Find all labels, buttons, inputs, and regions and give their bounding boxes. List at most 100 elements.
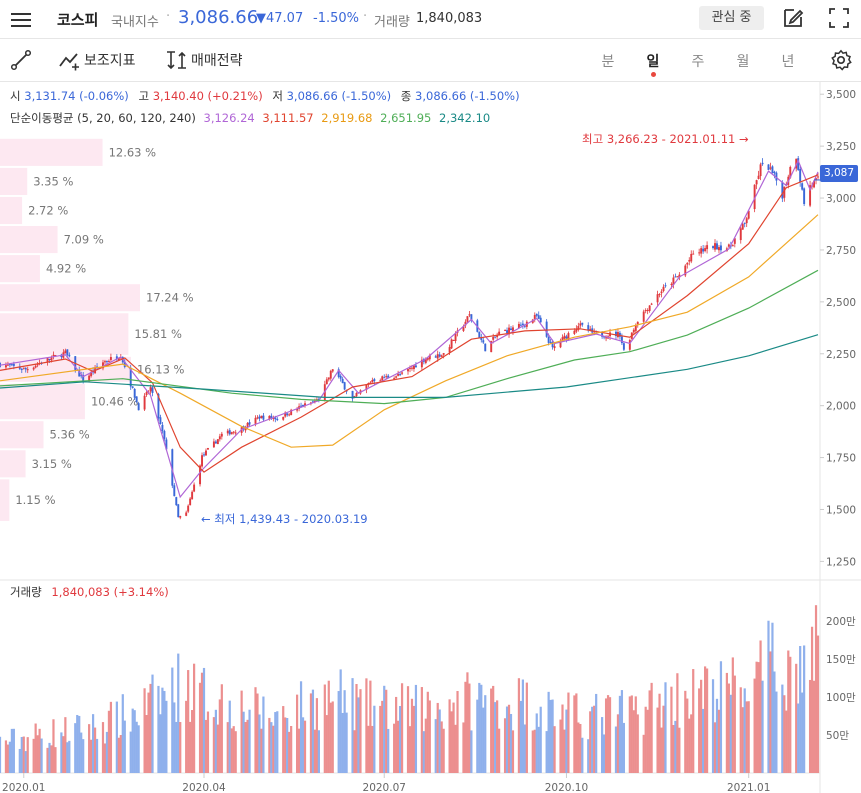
candle-body xyxy=(48,359,51,361)
candle-body xyxy=(468,314,471,316)
price-chart[interactable]: 12.63 % 3.35 % 2.72 % 7.09 % 4.92 % 17.24 % 15… xyxy=(0,82,861,793)
price-change: ▼47.07 xyxy=(256,11,304,26)
strategy-button[interactable]: 매매전략 xyxy=(165,49,243,71)
volume-bar xyxy=(517,678,521,773)
volume-bar xyxy=(258,714,261,773)
candle-body xyxy=(616,332,619,338)
volume-bar xyxy=(175,721,178,773)
period-tab-week[interactable]: 주 xyxy=(691,54,705,70)
volume-bar xyxy=(367,725,370,773)
candle-body xyxy=(517,323,520,329)
volume-bar xyxy=(660,727,663,773)
volume-bar xyxy=(216,724,219,773)
fullscreen-icon[interactable] xyxy=(828,7,850,29)
volume-bar xyxy=(242,711,245,773)
candle-body xyxy=(745,218,748,224)
volume-bar xyxy=(700,679,703,773)
volume-bar xyxy=(131,708,134,773)
ma-line-20 xyxy=(0,174,819,473)
candle-body xyxy=(268,415,271,419)
candle-body xyxy=(20,369,23,371)
candle-body xyxy=(393,378,396,380)
volume-bar xyxy=(0,736,2,773)
candle-body xyxy=(484,343,487,352)
volume-bar xyxy=(434,719,437,773)
volume-bar xyxy=(64,717,67,773)
candle-body xyxy=(733,238,736,244)
volume-bar xyxy=(466,672,469,773)
candle-body xyxy=(559,341,562,348)
volume-bar xyxy=(12,728,15,773)
volume-bar xyxy=(48,742,51,773)
volume-bar xyxy=(436,702,439,773)
edit-icon[interactable] xyxy=(782,7,804,29)
candle-body xyxy=(355,393,358,397)
volume-bar xyxy=(789,656,792,773)
period-tab-month[interactable]: 월 xyxy=(736,54,750,70)
volume-bar xyxy=(757,662,760,773)
volume-bar xyxy=(733,675,736,773)
period-tab-year[interactable]: 년 xyxy=(781,54,795,70)
menu-icon[interactable] xyxy=(10,9,32,29)
volume-bar xyxy=(393,723,396,773)
volume-bar xyxy=(202,667,206,773)
x-tick-label: 2020.07 xyxy=(363,782,406,793)
volume-bar xyxy=(343,690,346,773)
candle-body xyxy=(369,382,372,384)
volume-bar xyxy=(62,736,65,773)
volume-bar xyxy=(228,700,231,773)
candle-body xyxy=(248,422,251,425)
volume-bar xyxy=(650,682,653,773)
volume-bar xyxy=(442,728,445,773)
candle-body xyxy=(698,252,701,254)
candle-body xyxy=(658,294,661,296)
candle-body xyxy=(232,431,235,433)
candle-body xyxy=(498,331,501,336)
candle-body xyxy=(700,248,703,254)
candle-body xyxy=(187,505,190,512)
volume-bar xyxy=(93,727,97,773)
indicator-label: 보조지표 xyxy=(84,53,136,69)
low-value: 3,086.66 (-1.50%) xyxy=(286,89,392,103)
volume-bar xyxy=(797,703,800,773)
ma-line-60 xyxy=(0,214,819,448)
volume-bar xyxy=(159,714,162,773)
volume-bar xyxy=(327,680,330,773)
volume-bar xyxy=(533,729,536,773)
high-label: 고 xyxy=(138,89,150,103)
volume-bar xyxy=(658,693,661,773)
volume-bar xyxy=(24,751,27,773)
volume-bar xyxy=(406,686,410,773)
ma-value-20: 3,111.57 xyxy=(262,111,314,125)
volume-bar xyxy=(337,691,340,773)
candle-body xyxy=(464,321,467,326)
volume-bar xyxy=(602,734,606,773)
volume-bar xyxy=(620,690,624,773)
candle-body xyxy=(246,423,249,428)
volume-bar xyxy=(270,722,273,773)
period-tab-day[interactable]: 일 xyxy=(646,54,660,70)
candle-body xyxy=(565,336,568,339)
drawing-tool-icon[interactable] xyxy=(10,49,32,71)
ma-legend: 단순이동평균 (5, 20, 60, 120, 240) 3,126.24 3,… xyxy=(10,110,490,126)
watchlist-button[interactable]: 관심 중 xyxy=(699,6,764,30)
candle-body xyxy=(620,336,623,344)
profile-bar xyxy=(0,255,40,283)
volume-bar xyxy=(747,701,750,773)
volume-bar xyxy=(74,723,77,773)
candle-body xyxy=(727,244,730,247)
period-tab-minute[interactable]: 분 xyxy=(601,54,615,70)
volume-bar xyxy=(32,738,35,773)
ma-line-120 xyxy=(0,269,819,405)
candle-body xyxy=(137,403,140,411)
volume-bar xyxy=(244,722,247,773)
candle-body xyxy=(343,382,346,390)
volume-bar xyxy=(482,707,485,773)
ma-line-240 xyxy=(0,334,819,398)
indicator-button[interactable]: 보조지표 xyxy=(58,49,136,71)
gear-icon[interactable] xyxy=(830,49,852,71)
volume-bar xyxy=(662,705,665,773)
candle-body xyxy=(603,336,606,338)
candle-body xyxy=(504,330,507,332)
candle-body xyxy=(411,367,413,369)
